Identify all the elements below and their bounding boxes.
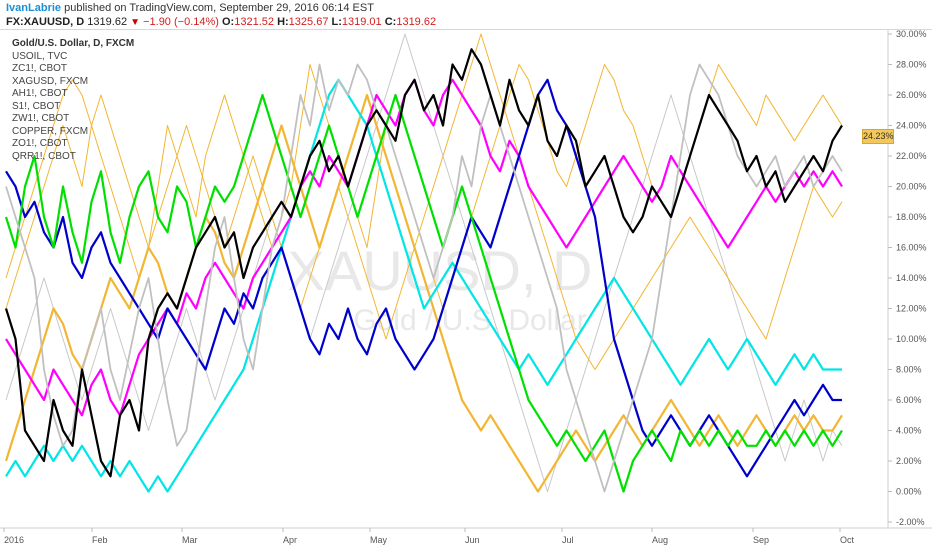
- symbol-label[interactable]: FX:XAUUSD, D: [6, 16, 85, 28]
- down-arrow-icon: ▼: [130, 17, 141, 28]
- price-change: −1.90 (−0.14%): [143, 16, 219, 28]
- x-tick-label: Jun: [465, 535, 480, 545]
- y-tick-label: 6.00%: [896, 395, 922, 405]
- y-tick-label: 10.00%: [896, 334, 927, 344]
- y-tick-label: 12.00%: [896, 304, 927, 314]
- legend-item[interactable]: Gold/U.S. Dollar, D, FXCM: [12, 38, 135, 49]
- legend-item[interactable]: QRR1!, CBOT: [12, 150, 76, 162]
- y-tick-label: 28.00%: [896, 60, 927, 70]
- watermark-symbol: XAUUSD, D: [288, 239, 593, 302]
- series-layer: [4, 33, 843, 493]
- ohlc-line: FX:XAUUSD, D 1319.62 ▼ −1.90 (−0.14%) O:…: [6, 16, 436, 28]
- publish-line: IvanLabrie published on TradingView.com,…: [6, 2, 374, 14]
- y-tick-label: -2.00%: [896, 517, 925, 527]
- legend-item[interactable]: ZW1!, CBOT: [12, 113, 70, 124]
- high-value: 1325.67: [288, 16, 329, 28]
- y-tick-label: 4.00%: [896, 426, 922, 436]
- y-tick-label: 26.00%: [896, 90, 927, 100]
- series-line-1[interactable]: [5, 63, 843, 493]
- low-value: 1319.01: [341, 16, 382, 28]
- time-axis[interactable]: 2016 Feb Mar Apr May Jun Jul Aug Sep Oct: [3, 528, 855, 545]
- y-tick-label: 14.00%: [896, 273, 927, 283]
- publish-info: published on TradingView.com, September …: [64, 2, 374, 14]
- last-price: 1319.62: [87, 16, 128, 28]
- author-link[interactable]: IvanLabrie: [6, 2, 62, 14]
- close-value: 1319.62: [396, 16, 437, 28]
- y-tick-label: 20.00%: [896, 182, 927, 192]
- series-line-5[interactable]: [5, 78, 842, 493]
- legend-item[interactable]: AH1!, CBOT: [12, 88, 68, 99]
- legend-item[interactable]: ZC1!, CBOT: [12, 63, 68, 74]
- series-line-9[interactable]: [5, 33, 843, 492]
- close-label: C:: [384, 16, 397, 28]
- x-tick-label: 2016: [4, 535, 24, 545]
- legend-item[interactable]: COPPER, FXCM: [12, 125, 89, 137]
- legend-item[interactable]: S1!, CBOT: [12, 100, 61, 112]
- x-tick-label: Sep: [753, 535, 769, 545]
- chart-header: IvanLabrie published on TradingView.com,…: [0, 0, 932, 30]
- y-tick-label: 16.00%: [896, 243, 927, 253]
- y-tick-label: 22.00%: [896, 151, 927, 161]
- series-line-0[interactable]: [4, 48, 843, 478]
- x-tick-label: Mar: [182, 535, 198, 545]
- open-label: O:: [222, 16, 235, 28]
- y-tick-label: 2.00%: [896, 456, 922, 466]
- x-tick-label: Feb: [92, 535, 108, 545]
- comparison-chart[interactable]: XAUUSD, D Gold / U.S. Dollar 30.00%28.00…: [0, 30, 932, 550]
- x-tick-label: Aug: [652, 535, 668, 545]
- series-line-2[interactable]: [4, 93, 843, 493]
- x-tick-label: Apr: [283, 535, 297, 545]
- x-tick-label: May: [370, 535, 388, 545]
- legend-item[interactable]: ZO1!, CBOT: [12, 138, 68, 149]
- series-line-3[interactable]: [5, 78, 842, 478]
- open-value: 1321.52: [234, 16, 274, 28]
- high-label: H:: [277, 16, 289, 28]
- y-tick-label: 8.00%: [896, 365, 922, 375]
- y-tick-label: 18.00%: [896, 212, 927, 222]
- price-axis[interactable]: 30.00% 28.00% 26.00% 24.00% 22.00% 20.00% 18.0…: [888, 30, 927, 527]
- x-tick-label: Jul: [562, 535, 574, 545]
- series-legend: Gold/U.S. Dollar, D, FXCM USOIL, TVC ZC1!,…: [12, 38, 134, 163]
- last-value-badge: 24.23%: [862, 129, 894, 144]
- y-tick-label: 0.00%: [896, 487, 922, 497]
- legend-item[interactable]: XAGUSD, FXCM: [12, 75, 89, 87]
- y-tick-label: 30.00%: [896, 30, 927, 39]
- series-line-6[interactable]: [4, 93, 843, 493]
- x-tick-label: Oct: [840, 535, 855, 545]
- y-tick-label: 24.00%: [896, 121, 927, 131]
- legend-item[interactable]: USOIL, TVC: [12, 50, 68, 62]
- low-label: L:: [331, 16, 342, 28]
